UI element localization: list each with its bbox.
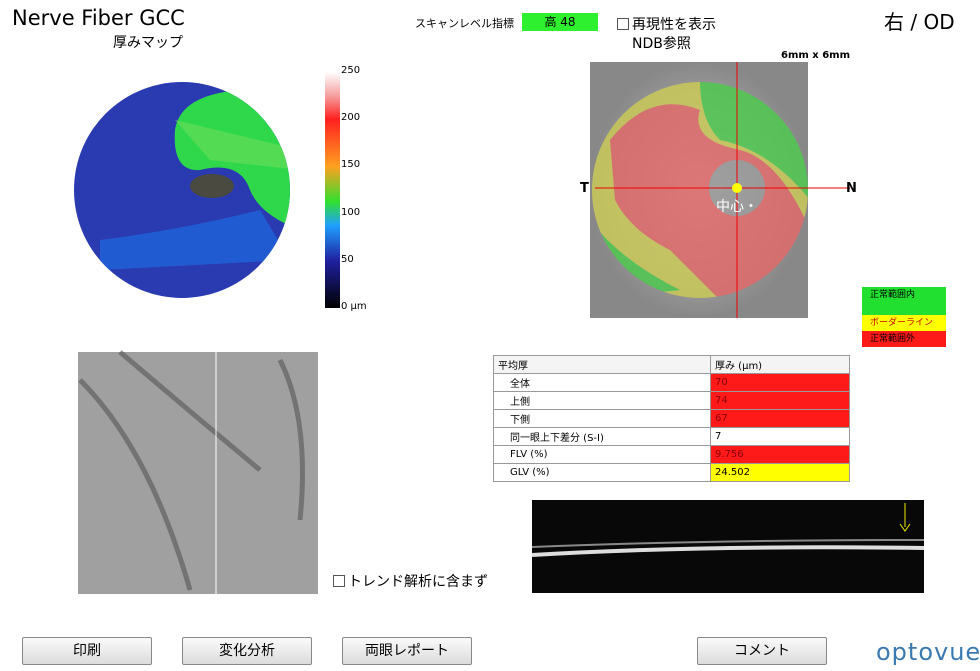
- scan-level-value: 高 48: [522, 13, 598, 31]
- table-row: 上側 74: [493, 391, 850, 410]
- button[interactable]: 印刷: [22, 637, 152, 665]
- table-container: 平均厚 厚み (µm) 全体 70 上側 74 下側 67 同一眼上下差分 (S-I) 7 FLV …: [493, 355, 850, 482]
- row-value: 7: [710, 427, 850, 446]
- table-row: FLV (%) 9.756: [493, 445, 850, 464]
- title: Nerve Fiber GCC: [12, 6, 185, 30]
- nasal-label: N: [846, 181, 857, 196]
- trend-checkbox[interactable]: トレンド解析に含まず: [333, 571, 488, 591]
- table-row: GLV (%) 24.502: [493, 463, 850, 482]
- row-value: 24.502: [710, 463, 850, 482]
- row-value: 67: [710, 409, 850, 428]
- eye-label: 右 / OD: [884, 10, 955, 34]
- row-label: GLV (%): [493, 463, 711, 482]
- thickness-map: [74, 82, 290, 298]
- scan-level-label: スキャンレベル指標: [415, 17, 514, 30]
- row-label: 同一眼上下差分 (S-I): [493, 427, 711, 446]
- legend-item: 正常範囲内: [862, 287, 946, 315]
- row-value: 9.756: [710, 445, 850, 464]
- colorbar-label: 200: [341, 112, 361, 124]
- row-label: FLV (%): [493, 445, 711, 464]
- row-label: 上側: [493, 391, 711, 410]
- row-label: 下側: [493, 409, 711, 428]
- button[interactable]: 変化分析: [182, 637, 312, 665]
- center-label: 中心・: [716, 199, 758, 215]
- colorbar-label: 0 µm: [341, 301, 367, 312]
- button[interactable]: 両眼レポート: [342, 637, 472, 665]
- logo: optovue: [876, 638, 980, 666]
- button[interactable]: コメント: [697, 637, 827, 665]
- legend-item: ボーダーライン: [862, 315, 946, 331]
- table-row: 下側 67: [493, 409, 850, 428]
- header-row: 平均厚 厚み (µm): [493, 355, 850, 374]
- thickness-table: 平均厚 厚み (µm) 全体 70 上側 74 下側 67 同一眼上下差分 (S-I) 7 FLV …: [493, 355, 850, 482]
- colorbar-label: 250: [341, 65, 361, 76]
- map-label: 厚みマップ: [113, 35, 183, 51]
- label: 再現性を表示: [632, 17, 716, 33]
- colorbar-label: 50: [341, 253, 354, 265]
- colorbar: [325, 72, 340, 308]
- table-row: 全体 70: [493, 373, 850, 392]
- colorbar-label: 100: [341, 206, 361, 218]
- ndb-label: NDB参照: [632, 36, 691, 52]
- row-value: 74: [710, 391, 850, 410]
- label: トレンド解析に含まず: [348, 574, 488, 590]
- colorbar-label: 150: [341, 159, 361, 171]
- fundus-photo: [78, 352, 318, 594]
- header-cell: 平均厚: [493, 355, 711, 374]
- scan-size: 6mm x 6mm: [781, 50, 851, 61]
- row-label: 全体: [493, 373, 711, 392]
- temporal-label: T: [580, 181, 589, 196]
- legend-item: 正常範囲外: [862, 331, 946, 347]
- center-dot: [732, 183, 742, 193]
- reproducibility-checkbox[interactable]: 再現性を表示: [617, 14, 716, 34]
- table-row: 同一眼上下差分 (S-I) 7: [493, 427, 850, 446]
- row-value: 70: [710, 373, 850, 392]
- header-cell: 厚み (µm): [710, 355, 850, 374]
